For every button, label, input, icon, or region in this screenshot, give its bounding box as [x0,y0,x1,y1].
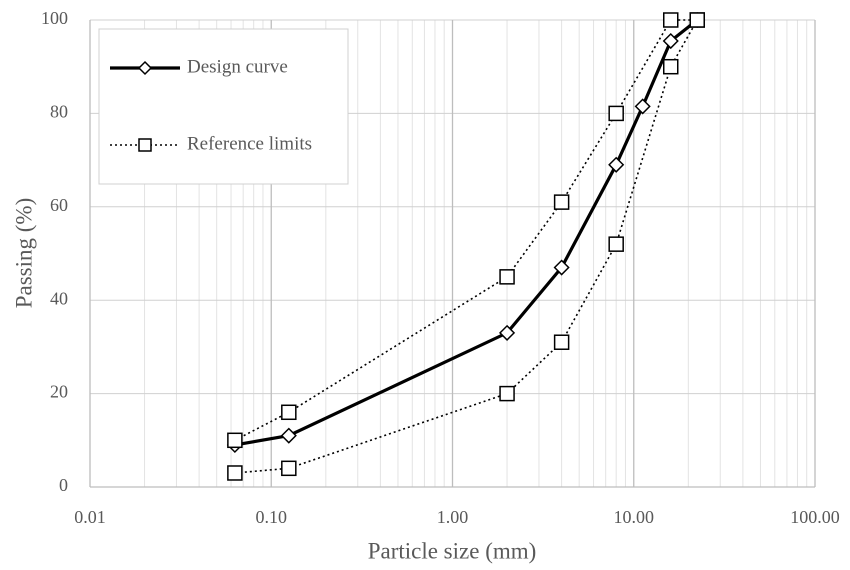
point [634,98,651,115]
x-axis-title: Particle size (mm) [368,538,537,563]
legend-box [98,28,349,185]
point [281,460,297,477]
point [662,32,679,50]
y-tick-label: 20 [50,382,68,402]
y-tick-label: 0 [59,475,68,495]
x-tick-label: 1.00 [437,507,469,527]
point [662,12,679,28]
y-tick-label: 80 [50,102,68,122]
legend-label: Reference limits [187,133,312,154]
y-tick-label: 40 [50,288,68,308]
point [662,58,679,75]
point [608,236,624,252]
point [499,324,516,341]
x-tick-label: 10.00 [614,507,655,527]
point [608,156,625,173]
y-tick-label: 60 [50,195,68,215]
legend-label: Design curve [187,56,288,77]
point [553,259,570,276]
point [499,269,515,285]
point [281,404,297,421]
x-tick-label: 100.00 [790,507,840,527]
series-line [234,18,699,447]
y-axis-title: Passing (%) [11,198,36,309]
x-tick-label: 0.01 [74,507,106,527]
legend-marker [138,138,152,152]
point [689,12,705,28]
point [227,465,243,481]
y-tick-label: 100 [41,8,68,28]
point [608,105,624,122]
x-tick-label: 0.10 [256,507,288,527]
legend-marker [137,60,153,76]
point [499,385,515,402]
point [553,334,570,350]
point [227,432,243,449]
point [553,194,570,210]
point [280,427,297,444]
